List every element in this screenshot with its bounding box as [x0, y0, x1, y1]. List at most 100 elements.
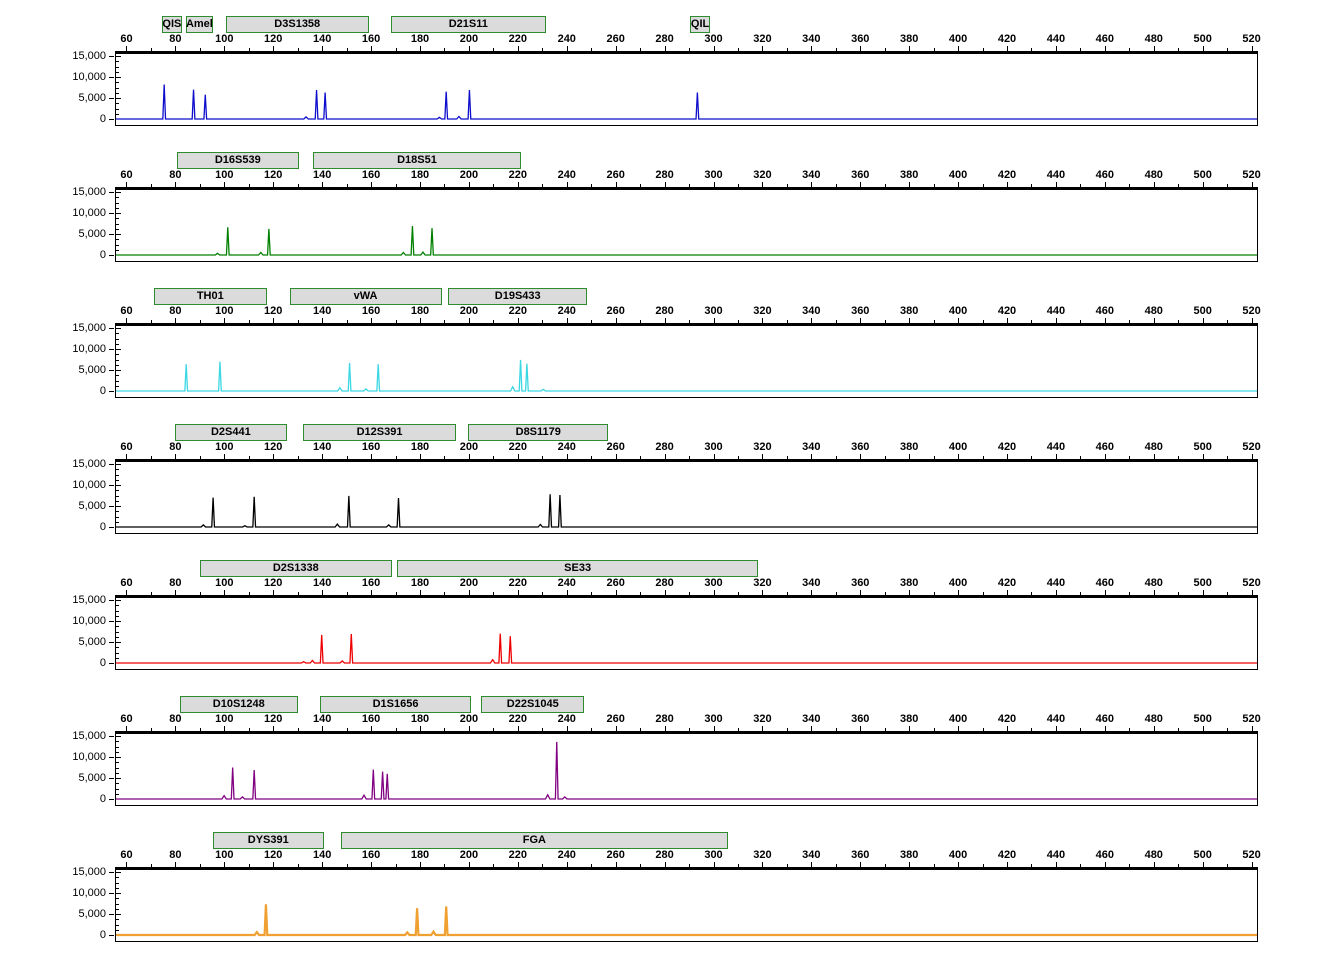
marker-box-DYS391[interactable]: DYS391 — [212, 832, 324, 849]
x-major-tick — [1202, 318, 1204, 323]
marker-box-QIS[interactable]: QIS — [161, 16, 182, 33]
x-minor-tick — [982, 184, 984, 187]
y-tick-label: 0 — [99, 657, 106, 669]
plot-area[interactable] — [115, 187, 1258, 262]
y-minor-tick — [116, 490, 119, 492]
marker-box-D2S1338[interactable]: D2S1338 — [199, 560, 392, 577]
x-tick-label: 320 — [753, 305, 772, 317]
x-minor-tick — [444, 184, 446, 187]
marker-box-D12S391[interactable]: D12S391 — [302, 424, 457, 441]
y-minor-tick — [116, 202, 119, 204]
x-major-tick — [1055, 454, 1057, 459]
marker-box-TH01[interactable]: TH01 — [153, 288, 267, 305]
marker-box-QIL[interactable]: QIL — [690, 16, 711, 33]
marker-box-D10S1248[interactable]: D10S1248 — [179, 696, 298, 713]
y-tick-mark — [109, 757, 114, 758]
x-minor-tick — [689, 48, 691, 51]
x-major-tick — [1251, 46, 1253, 51]
marker-box-D2S441[interactable]: D2S441 — [174, 424, 287, 441]
x-tick-label: 100 — [215, 305, 234, 317]
x-minor-tick — [982, 864, 984, 867]
x-tick-label: 240 — [557, 713, 576, 725]
x-minor-tick — [542, 320, 544, 323]
y-minor-tick — [116, 213, 121, 214]
y-tick-mark — [109, 192, 114, 193]
marker-box-D3S1358[interactable]: D3S1358 — [225, 16, 369, 33]
plot-area[interactable] — [115, 323, 1258, 398]
y-minor-tick — [116, 244, 119, 246]
marker-box-SE33[interactable]: SE33 — [397, 560, 758, 577]
plot-area[interactable] — [115, 51, 1258, 126]
plot-area[interactable] — [115, 459, 1258, 534]
x-minor-tick — [297, 320, 299, 323]
x-tick-label: 420 — [997, 441, 1017, 453]
x-major-tick — [175, 590, 177, 595]
x-major-tick — [762, 182, 764, 187]
x-tick-label: 480 — [1144, 169, 1163, 181]
x-major-tick — [126, 454, 128, 459]
x-tick-label: 160 — [361, 305, 381, 317]
dye-panel-green-channel: D16S539 D18S51 60 80 100 120 140 160 180 200 220 2… — [0, 152, 1333, 262]
x-major-tick — [1104, 46, 1106, 51]
x-major-tick — [713, 46, 715, 51]
x-tick-label: 280 — [655, 33, 674, 45]
x-tick-label: 160 — [361, 577, 381, 589]
x-major-tick — [811, 318, 813, 323]
y-tick-label: 5,000 — [78, 636, 106, 648]
marker-box-D8S1179[interactable]: D8S1179 — [468, 424, 609, 441]
plot-area[interactable] — [115, 867, 1258, 942]
y-tick-mark — [109, 370, 114, 371]
marker-label: QIL — [690, 18, 710, 30]
x-minor-tick — [933, 728, 935, 731]
x-axis-labels: 60 80 100 120 140 160 180 200 220 240 260 280 300 320… — [0, 577, 1333, 590]
y-tick-mark — [109, 234, 114, 235]
x-major-tick — [273, 318, 275, 323]
x-minor-tick — [1080, 320, 1082, 323]
x-minor-tick — [542, 728, 544, 731]
plot-area[interactable] — [115, 595, 1258, 670]
x-major-tick — [1104, 590, 1106, 595]
x-major-tick — [762, 862, 764, 867]
x-major-tick — [1055, 862, 1057, 867]
x-major-tick — [860, 182, 862, 187]
y-minor-tick — [116, 207, 119, 209]
x-tick-label: 420 — [997, 849, 1017, 861]
y-minor-tick — [116, 652, 119, 654]
y-tick-label: 0 — [99, 521, 106, 533]
x-major-tick — [420, 726, 421, 731]
marker-box-Amel[interactable]: Amel — [185, 16, 213, 33]
x-tick-label: 100 — [215, 33, 234, 45]
x-minor-tick — [737, 864, 739, 867]
x-axis-ticks — [0, 182, 1333, 187]
y-minor-tick — [116, 228, 119, 230]
x-tick-label: 360 — [851, 849, 870, 861]
marker-box-D18S51[interactable]: D18S51 — [312, 152, 522, 169]
y-tick-mark — [109, 621, 114, 622]
x-tick-label: 400 — [948, 713, 968, 725]
y-minor-tick — [116, 887, 119, 889]
y-tick-mark — [109, 77, 114, 78]
marker-box-FGA[interactable]: FGA — [340, 832, 728, 849]
y-tick-label: 15,000 — [72, 50, 106, 62]
x-minor-tick — [297, 48, 299, 51]
marker-box-D16S539[interactable]: D16S539 — [176, 152, 299, 169]
y-minor-tick — [116, 767, 119, 769]
x-major-tick — [175, 862, 177, 867]
x-major-tick — [762, 590, 764, 595]
marker-label: TH01 — [196, 290, 224, 302]
x-axis-ticks — [0, 862, 1333, 867]
marker-box-D21S11[interactable]: D21S11 — [390, 16, 546, 33]
plot-area[interactable] — [115, 731, 1258, 806]
x-major-tick — [1104, 454, 1106, 459]
x-major-tick — [909, 590, 911, 595]
x-tick-label: 460 — [1095, 169, 1115, 181]
x-tick-label: 120 — [264, 713, 283, 725]
marker-box-vWA[interactable]: vWA — [289, 288, 442, 305]
marker-box-D22S1045[interactable]: D22S1045 — [481, 696, 585, 713]
marker-box-D1S1656[interactable]: D1S1656 — [319, 696, 472, 713]
marker-box-D19S433[interactable]: D19S433 — [448, 288, 588, 305]
plot-wrap: 15,000 10,000 5,000 0 — [0, 595, 1333, 670]
x-minor-tick — [1031, 48, 1033, 51]
x-major-tick — [517, 182, 519, 187]
